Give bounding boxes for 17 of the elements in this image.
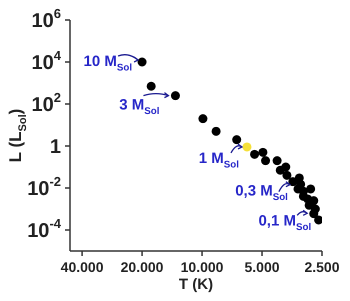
- y-tick-label: 10$^{4}$: [32, 48, 62, 74]
- x-tick-label: 40.000: [60, 259, 104, 275]
- y-tick-label: 10$^{2}$: [32, 90, 61, 116]
- annotation: 3 M$_{Sol}$: [119, 96, 160, 118]
- y-tick-label: 1: [50, 136, 61, 158]
- y-tick-label: 10$^{-4}$: [27, 216, 62, 242]
- annotation: 0,1 M$_{Sol}$: [258, 212, 312, 233]
- x-tick-label: 5.000: [244, 259, 280, 275]
- y-tick-label: 10$^{-2}$: [27, 174, 61, 200]
- x-axis-title: T (K): [178, 276, 214, 293]
- annotation: 1 M$_{Sol}$: [198, 150, 240, 170]
- x-tick-label: 2.500: [304, 259, 340, 275]
- annotation: 10 M$_{Sol}$: [84, 53, 132, 74]
- y-tick-label: 10$^{6}$: [32, 6, 61, 32]
- annotation: 0,3 M$_{Sol}$: [235, 182, 288, 204]
- x-tick-label: 20.000: [120, 259, 164, 275]
- x-tick-label: 10.000: [180, 259, 224, 275]
